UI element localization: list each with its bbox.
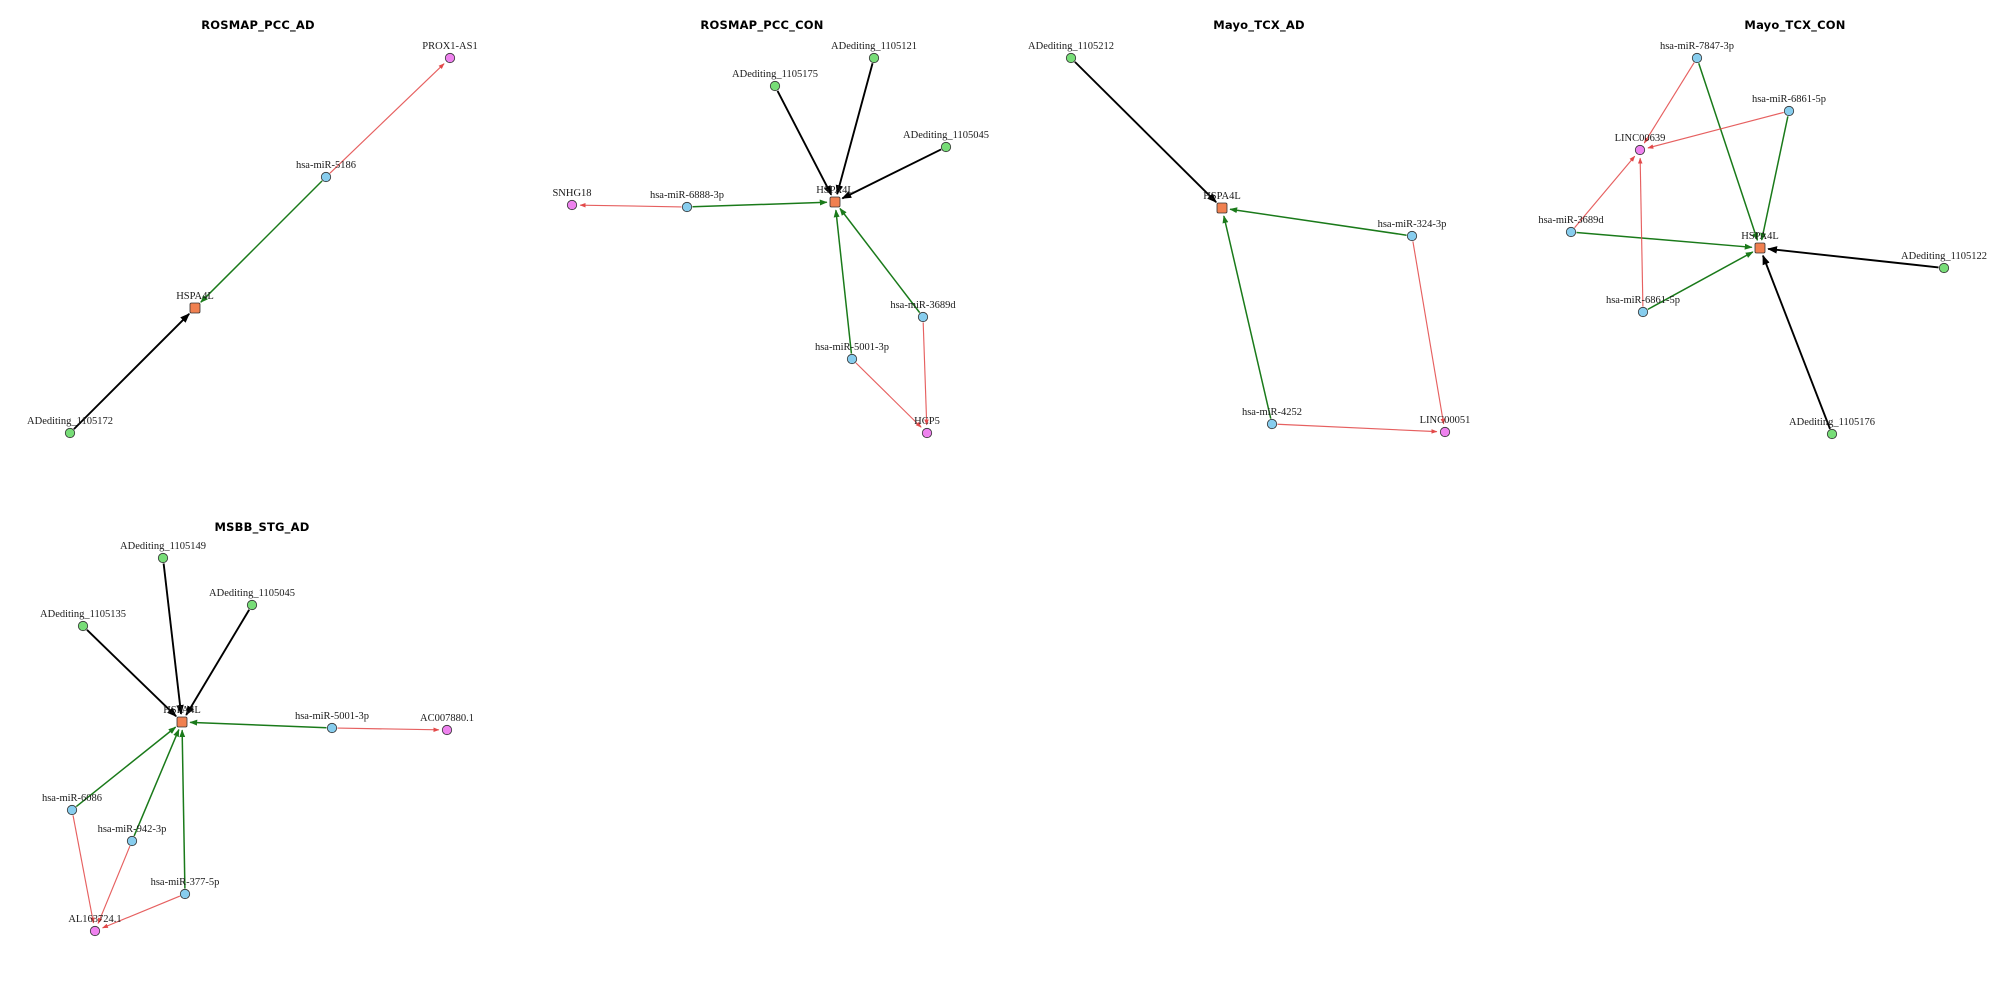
- edge-positive: [179, 729, 186, 889]
- graph-node-lncrna[interactable]: [1634, 144, 1646, 156]
- edge-positive: [200, 180, 323, 303]
- graph-node-editing[interactable]: [769, 80, 781, 92]
- edge-editing: [776, 90, 833, 196]
- edge-negative: [922, 322, 929, 426]
- graph-node-mirna[interactable]: [179, 888, 191, 900]
- graph-node-mirna[interactable]: [320, 171, 332, 183]
- edge-positive: [1760, 116, 1789, 241]
- edge-positive: [839, 207, 921, 314]
- graph-node-mirna[interactable]: [1266, 418, 1278, 430]
- graph-node-lncrna[interactable]: [566, 199, 578, 211]
- edge-editing: [1767, 246, 1939, 269]
- edge-editing: [73, 313, 190, 430]
- edge-editing: [86, 629, 177, 717]
- edge-positive: [1698, 62, 1759, 241]
- graph-node-mirna[interactable]: [846, 353, 858, 365]
- edge-editing: [185, 609, 250, 716]
- edge-editing: [162, 563, 184, 715]
- edge-editing: [1762, 254, 1831, 430]
- edge-negative: [855, 362, 922, 428]
- edge-negative: [337, 727, 440, 733]
- graph-node-mirna[interactable]: [126, 835, 138, 847]
- graph-node-mirna[interactable]: [66, 804, 78, 816]
- edge-editing: [1074, 61, 1217, 203]
- edge-negative: [1647, 111, 1784, 149]
- graph-node-mirna[interactable]: [917, 311, 929, 323]
- graph-node-editing[interactable]: [1065, 52, 1077, 64]
- graph-node-editing[interactable]: [1938, 262, 1950, 274]
- graph-node-mirna[interactable]: [1406, 230, 1418, 242]
- edge-negative: [72, 815, 95, 924]
- edge-negative: [579, 202, 682, 208]
- graph-node-editing[interactable]: [940, 141, 952, 153]
- graph-node-mirna[interactable]: [1691, 52, 1703, 64]
- graph-node-lncrna[interactable]: [444, 52, 456, 64]
- panel-title: Mayo_TCX_AD: [1213, 18, 1305, 32]
- graph-node-gene[interactable]: [189, 302, 201, 314]
- edge-negative: [97, 845, 131, 924]
- graph-node-lncrna[interactable]: [441, 724, 453, 736]
- edge-positive: [1229, 207, 1407, 236]
- graph-node-editing[interactable]: [157, 552, 169, 564]
- graph-node-editing[interactable]: [868, 52, 880, 64]
- edge-negative: [1574, 155, 1636, 229]
- edge-positive: [1222, 215, 1272, 419]
- edge-negative: [1637, 157, 1644, 307]
- graph-node-mirna[interactable]: [1637, 306, 1649, 318]
- panel-title: ROSMAP_PCC_CON: [700, 18, 824, 32]
- graph-node-gene[interactable]: [829, 196, 841, 208]
- edge-positive: [1576, 231, 1753, 250]
- graph-node-mirna[interactable]: [1565, 226, 1577, 238]
- graph-node-gene[interactable]: [1216, 202, 1228, 214]
- graph-node-gene[interactable]: [1754, 242, 1766, 254]
- edge-negative: [102, 895, 181, 929]
- edge-editing: [835, 63, 874, 196]
- graph-node-mirna[interactable]: [326, 722, 338, 734]
- edge-positive: [75, 726, 177, 808]
- edge-editing: [841, 148, 942, 200]
- graph-node-lncrna[interactable]: [1439, 426, 1451, 438]
- graph-node-gene[interactable]: [176, 716, 188, 728]
- graph-node-lncrna[interactable]: [89, 925, 101, 937]
- edge-positive: [133, 728, 180, 837]
- panel-title: ROSMAP_PCC_AD: [201, 18, 315, 32]
- edge-positive: [1647, 251, 1754, 311]
- edge-negative: [1412, 241, 1445, 425]
- graph-node-mirna[interactable]: [1783, 105, 1795, 117]
- graph-node-mirna[interactable]: [681, 201, 693, 213]
- graph-node-editing[interactable]: [246, 599, 258, 611]
- edge-negative: [329, 63, 445, 174]
- graph-node-editing[interactable]: [1826, 428, 1838, 440]
- panel-title: MSBB_STG_AD: [214, 520, 310, 534]
- graph-node-editing[interactable]: [64, 427, 76, 439]
- edge-positive: [692, 199, 828, 208]
- edge-positive: [189, 719, 327, 729]
- edge-negative: [1643, 62, 1695, 144]
- graph-node-lncrna[interactable]: [921, 427, 933, 439]
- edge-positive: [833, 209, 853, 354]
- graph-node-editing[interactable]: [77, 620, 89, 632]
- edge-negative: [1277, 423, 1438, 434]
- panel-title: Mayo_TCX_CON: [1744, 18, 1846, 32]
